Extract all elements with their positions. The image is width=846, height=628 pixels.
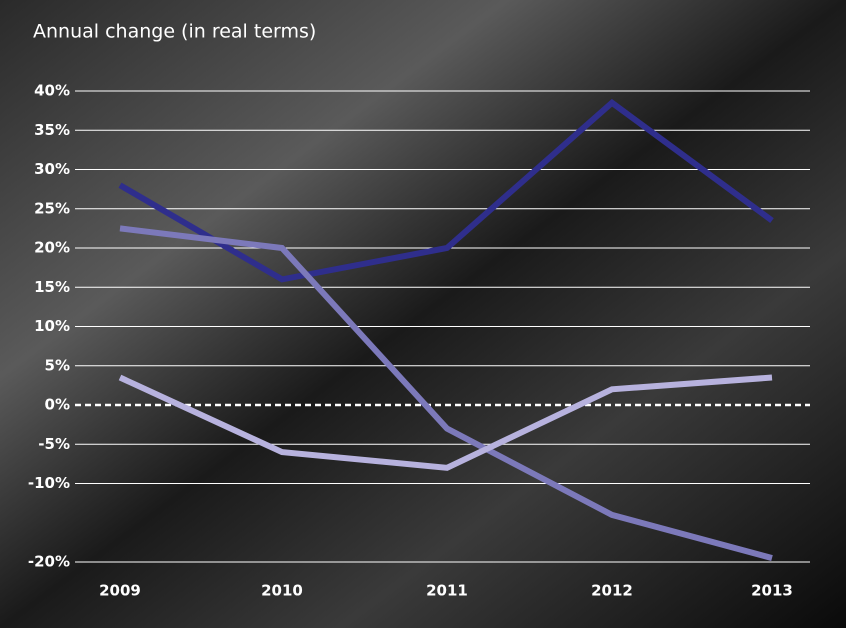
y-tick-label: 20% [34,239,70,257]
y-tick-label: 40% [34,82,70,100]
y-tick-label: -5% [38,435,70,453]
y-tick-label: -20% [28,553,70,571]
y-tick-label: 35% [34,121,70,139]
y-tick-label: 0% [45,396,70,414]
y-tick-label: 15% [34,278,70,296]
x-tick-label: 2013 [751,582,793,600]
series-line [119,225,773,561]
y-tick-label: 10% [34,317,70,335]
y-tick-label: -10% [28,474,70,492]
x-tick-label: 2009 [99,582,141,600]
y-tick-label: 30% [34,160,70,178]
x-tick-label: 2011 [426,582,468,600]
x-tick-label: 2012 [591,582,633,600]
y-tick-label: 25% [34,199,70,217]
x-tick-label: 2010 [261,582,303,600]
y-tick-label: 5% [45,356,70,374]
chart-title: Annual change (in real terms) [33,21,316,43]
series-line [118,98,774,283]
series-line [118,374,773,471]
